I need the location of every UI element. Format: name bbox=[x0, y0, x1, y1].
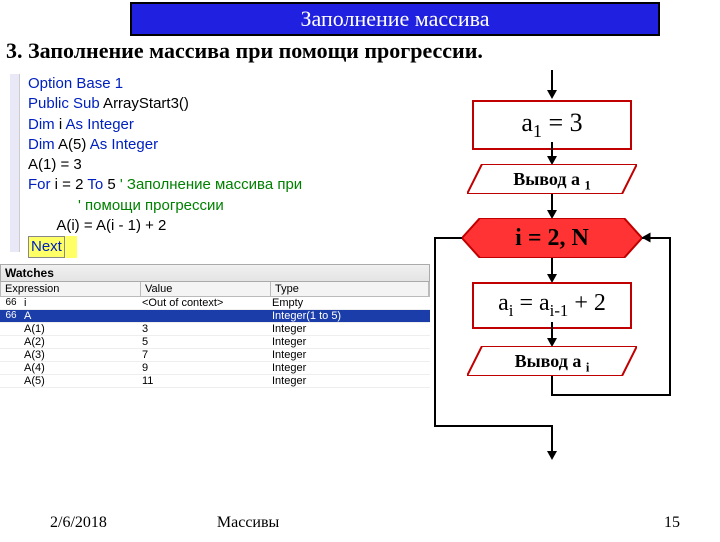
code-text: A(1) = 3 bbox=[28, 156, 82, 173]
watch-expr: A(1) bbox=[22, 323, 140, 335]
flow-loop-label: i = 2, N bbox=[462, 218, 642, 258]
arrow-icon bbox=[642, 233, 651, 243]
code-kw: Dim bbox=[28, 116, 55, 133]
watch-icon: 66 bbox=[0, 297, 22, 309]
flow-box-label: a1 = 3 bbox=[521, 108, 582, 137]
watch-row[interactable]: 66i<Out of context>Empty bbox=[0, 297, 430, 310]
code-block: Option Base 1 Public Sub ArrayStart3() D… bbox=[28, 74, 428, 258]
highlight: Next bbox=[28, 236, 77, 258]
code-ruler bbox=[10, 74, 20, 252]
flow-line bbox=[551, 394, 671, 396]
code-text: 5 bbox=[103, 176, 120, 193]
arrow-icon bbox=[547, 451, 557, 460]
code-kw: Public Sub bbox=[28, 95, 100, 112]
code-text: i = 2 bbox=[51, 176, 88, 193]
watch-row[interactable]: 66A Integer(1 to 5) bbox=[0, 310, 430, 323]
flow-loop: i = 2, N bbox=[462, 218, 642, 258]
watch-icon bbox=[0, 349, 22, 361]
flow-line bbox=[669, 238, 671, 396]
code-kw: Dim bbox=[28, 136, 55, 153]
flow-line bbox=[434, 237, 436, 427]
watches-rows: 66i<Out of context>Empty66AInteger(1 to … bbox=[0, 297, 430, 388]
watch-type: Integer bbox=[270, 349, 430, 361]
watch-val: 7 bbox=[140, 349, 270, 361]
watch-expr: A(5) bbox=[22, 375, 140, 387]
watch-val: 3 bbox=[140, 323, 270, 335]
flow-box-label: ai = ai-1 + 2 bbox=[498, 290, 606, 316]
watch-val: 5 bbox=[140, 336, 270, 348]
watch-expr: A bbox=[22, 310, 140, 322]
code-text: i bbox=[55, 116, 66, 133]
watches-panel: Watches Expression Value Type 66i<Out of… bbox=[0, 264, 430, 388]
code-comment: ' Заполнение массива при bbox=[120, 176, 302, 193]
watch-row[interactable]: A(1)3Integer bbox=[0, 323, 430, 336]
watch-expr: i bbox=[22, 297, 140, 309]
watch-val: <Out of context> bbox=[140, 297, 270, 309]
watches-col-type: Type bbox=[271, 282, 429, 296]
watches-header: Expression Value Type bbox=[0, 282, 430, 297]
watch-row[interactable]: A(5)11Integer bbox=[0, 375, 430, 388]
footer-page: 15 bbox=[664, 514, 680, 532]
subtitle: 3. Заполнение массива при помощи прогрес… bbox=[0, 36, 720, 66]
watch-row[interactable]: A(4)9Integer bbox=[0, 362, 430, 375]
watch-icon bbox=[0, 362, 22, 374]
code-kw: For bbox=[28, 176, 51, 193]
footer: 2/6/2018 Массивы 15 bbox=[0, 514, 720, 532]
watch-expr: A(2) bbox=[22, 336, 140, 348]
footer-topic: Массивы bbox=[217, 514, 279, 532]
watch-icon bbox=[0, 323, 22, 335]
watch-type: Integer(1 to 5) bbox=[270, 310, 430, 322]
code-text: ArrayStart3() bbox=[100, 95, 189, 112]
watches-title: Watches bbox=[0, 264, 430, 282]
watch-expr: A(3) bbox=[22, 349, 140, 361]
code-kw-next: Next bbox=[28, 236, 65, 258]
code-kw: As Integer bbox=[66, 116, 134, 133]
watch-type: Integer bbox=[270, 362, 430, 374]
watch-val: 11 bbox=[140, 375, 270, 387]
watches-col-val: Value bbox=[141, 282, 271, 296]
flow-line bbox=[434, 425, 553, 427]
watch-expr: A(4) bbox=[22, 362, 140, 374]
code-text: A(i) = A(i - 1) + 2 bbox=[28, 217, 166, 234]
code-comment: ' помощи прогрессии bbox=[28, 197, 224, 214]
flow-output-2: Вывод a i bbox=[467, 346, 637, 376]
watch-type: Empty bbox=[270, 297, 430, 309]
flow-line bbox=[434, 237, 462, 239]
watch-val bbox=[140, 310, 270, 322]
watch-icon bbox=[0, 336, 22, 348]
flow-line bbox=[551, 376, 553, 394]
watches-col-expr: Expression bbox=[1, 282, 141, 296]
code-kw: To bbox=[87, 176, 103, 193]
watch-row[interactable]: A(3)7Integer bbox=[0, 349, 430, 362]
arrow-icon bbox=[547, 90, 557, 99]
title-bar: Заполнение массива bbox=[130, 2, 660, 36]
watch-type: Integer bbox=[270, 336, 430, 348]
flow-output-1: Вывод a 1 bbox=[467, 164, 637, 194]
watch-type: Integer bbox=[270, 375, 430, 387]
code-kw: As Integer bbox=[90, 136, 158, 153]
code-kw: Option Base 1 bbox=[28, 75, 123, 92]
watch-row[interactable]: A(2)5Integer bbox=[0, 336, 430, 349]
footer-date: 2/6/2018 bbox=[50, 514, 107, 532]
code-text: A(5) bbox=[55, 136, 90, 153]
watch-type: Integer bbox=[270, 323, 430, 335]
watch-icon bbox=[0, 375, 22, 387]
watch-icon: 66 bbox=[0, 310, 22, 322]
flowchart: a1 = 3 Вывод a 1 i = 2, N ai = ai-1 + 2 bbox=[432, 70, 702, 480]
content-area: Option Base 1 Public Sub ArrayStart3() D… bbox=[0, 66, 720, 486]
watch-val: 9 bbox=[140, 362, 270, 374]
